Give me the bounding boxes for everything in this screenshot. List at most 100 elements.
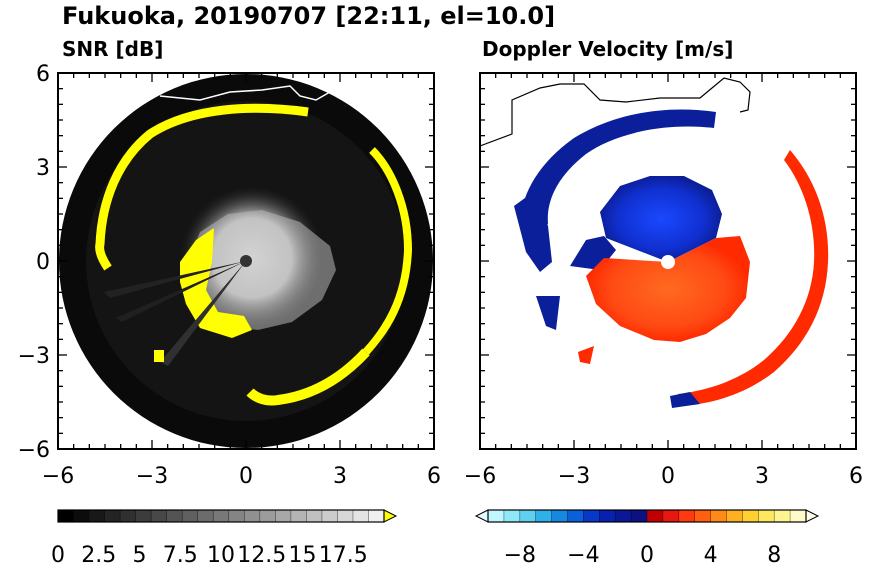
doppler-colorbar: −8 −4 0 4 8 xyxy=(474,509,820,568)
snr-x-tick-label: 3 xyxy=(333,464,347,489)
snr-colorbar-segment xyxy=(259,510,276,522)
snr-blockage-2 xyxy=(116,261,246,322)
doppler-x-tick-label: 0 xyxy=(661,464,675,489)
snr-colorbar-label: 17.5 xyxy=(319,543,368,568)
snr-near-field xyxy=(188,210,336,330)
snr-plot-area xyxy=(59,74,433,448)
doppler-colorbar-segment xyxy=(647,510,664,522)
snr-colorbar-segment xyxy=(197,510,214,522)
doppler-x-tick-label: −6 xyxy=(464,464,496,489)
snr-panel-title: SNR [dB] xyxy=(62,37,163,61)
doppler-colorbar-segment xyxy=(662,510,680,522)
doppler-colorbar-segment xyxy=(790,510,807,522)
snr-colorbar-label: 7.5 xyxy=(163,543,198,568)
doppler-plot-area xyxy=(480,77,829,408)
snr-near-field-strong xyxy=(180,228,252,338)
snr-colorbar-segment xyxy=(151,510,168,522)
doppler-colorbar-label: 8 xyxy=(767,543,781,568)
snr-colorbar-over xyxy=(383,509,398,523)
snr-colorbar-label: 0 xyxy=(51,543,65,568)
doppler-colorbar-segment xyxy=(488,510,505,522)
doppler-arc-west xyxy=(514,190,552,272)
snr-axis-ticks: −6 −3 0 3 6 −6 −3 0 3 6 xyxy=(18,62,441,489)
snr-colorbar-segment xyxy=(182,510,199,522)
doppler-axis-ticks: −6 −3 0 3 6 xyxy=(464,72,863,489)
snr-colorbar-segment xyxy=(213,510,230,522)
snr-colorbar-segment xyxy=(58,510,74,522)
doppler-colorbar-label: 0 xyxy=(640,543,654,568)
doppler-receding-region xyxy=(586,236,750,342)
doppler-colorbar-under xyxy=(474,509,489,523)
doppler-colorbar-segment xyxy=(742,510,759,522)
snr-colorbar-segment xyxy=(275,510,292,522)
doppler-coastline xyxy=(480,77,751,147)
figure-title: Fukuoka, 20190707 [22:11, el=10.0] xyxy=(62,2,555,30)
snr-colorbar-segment xyxy=(166,510,183,522)
doppler-colorbar-segment xyxy=(774,510,791,522)
snr-x-tick-label: 6 xyxy=(427,464,441,489)
snr-ring-east xyxy=(363,147,413,355)
doppler-colorbar-segment xyxy=(535,510,552,522)
snr-colorbar-segment xyxy=(135,510,152,522)
snr-ring-fragment xyxy=(154,350,164,362)
doppler-panel-title: Doppler Velocity [m/s] xyxy=(482,37,733,61)
snr-ring-south xyxy=(246,348,370,406)
snr-ring-north-west xyxy=(95,103,309,271)
doppler-colorbar-segment xyxy=(519,510,537,522)
snr-blockage-1 xyxy=(104,261,246,298)
doppler-colorbar-segment xyxy=(599,510,616,522)
doppler-colorbar-segment xyxy=(583,510,600,522)
snr-x-tick-label: −3 xyxy=(136,464,168,489)
snr-x-tick-label: −6 xyxy=(42,464,74,489)
doppler-colorbar-label: −8 xyxy=(504,543,536,568)
doppler-approaching-region xyxy=(600,176,722,262)
snr-colorbar-frame xyxy=(57,509,385,523)
doppler-colorbar-segment xyxy=(758,510,775,522)
snr-colorbar-segment xyxy=(290,510,307,522)
doppler-colorbar-segment xyxy=(726,510,743,522)
snr-blockage-3 xyxy=(160,261,246,366)
snr-colorbar-label: 10 xyxy=(207,543,235,568)
doppler-radar-site xyxy=(661,255,675,269)
doppler-colorbar-segment xyxy=(631,510,648,522)
doppler-colorbar-segment xyxy=(678,510,696,522)
doppler-arc-south-edge xyxy=(670,392,700,408)
snr-y-tick-label: 3 xyxy=(36,156,50,181)
snr-colorbar-segment xyxy=(228,510,245,522)
snr-colorbar-segment xyxy=(321,510,338,522)
doppler-colorbar-segment xyxy=(503,510,521,522)
snr-panel: SNR [dB] −6 −3 0 3 6 −6 −3 0 3 6 xyxy=(18,37,441,568)
snr-colorbar-label: 5 xyxy=(133,543,147,568)
doppler-panel: Doppler Velocity [m/s] −6 −3 0 3 6 −8 −4 0 4 8 xyxy=(464,37,863,568)
doppler-colorbar-segment xyxy=(567,510,584,522)
snr-colorbar-segment xyxy=(104,510,121,522)
doppler-colorbar-segment xyxy=(694,510,711,522)
snr-y-tick-label: 6 xyxy=(36,62,50,87)
snr-colorbar-segment xyxy=(352,510,369,522)
snr-colorbar-segment xyxy=(73,510,90,522)
doppler-x-tick-label: −3 xyxy=(558,464,590,489)
doppler-fragment-west xyxy=(536,296,560,330)
doppler-colorbar-segment xyxy=(615,510,632,522)
snr-y-tick-label: −6 xyxy=(18,438,50,463)
snr-colorbar-segment xyxy=(306,510,323,522)
snr-colorbar-segment xyxy=(89,510,105,522)
doppler-colorbar-segment xyxy=(551,510,568,522)
snr-coastline xyxy=(159,80,331,101)
snr-colorbar-label: 12.5 xyxy=(237,543,286,568)
doppler-colorbar-label: 4 xyxy=(704,543,718,568)
snr-colorbar-segment xyxy=(244,510,261,522)
snr-y-tick-label: 0 xyxy=(36,250,50,275)
snr-radar-site xyxy=(240,255,252,267)
snr-colorbar: 0 2.5 5 7.5 10 12.5 15 17.5 xyxy=(51,509,398,568)
snr-colorbar-label: 2.5 xyxy=(81,543,116,568)
snr-x-tick-label: 0 xyxy=(239,464,253,489)
doppler-arc-east xyxy=(678,150,829,406)
snr-colorbar-segment xyxy=(337,510,354,522)
doppler-x-tick-label: 6 xyxy=(849,464,863,489)
snr-y-tick-label: −3 xyxy=(18,344,50,369)
doppler-colorbar-over xyxy=(805,509,820,523)
snr-colorbar-segment xyxy=(120,510,137,522)
snr-colorbar-segment xyxy=(368,510,385,522)
